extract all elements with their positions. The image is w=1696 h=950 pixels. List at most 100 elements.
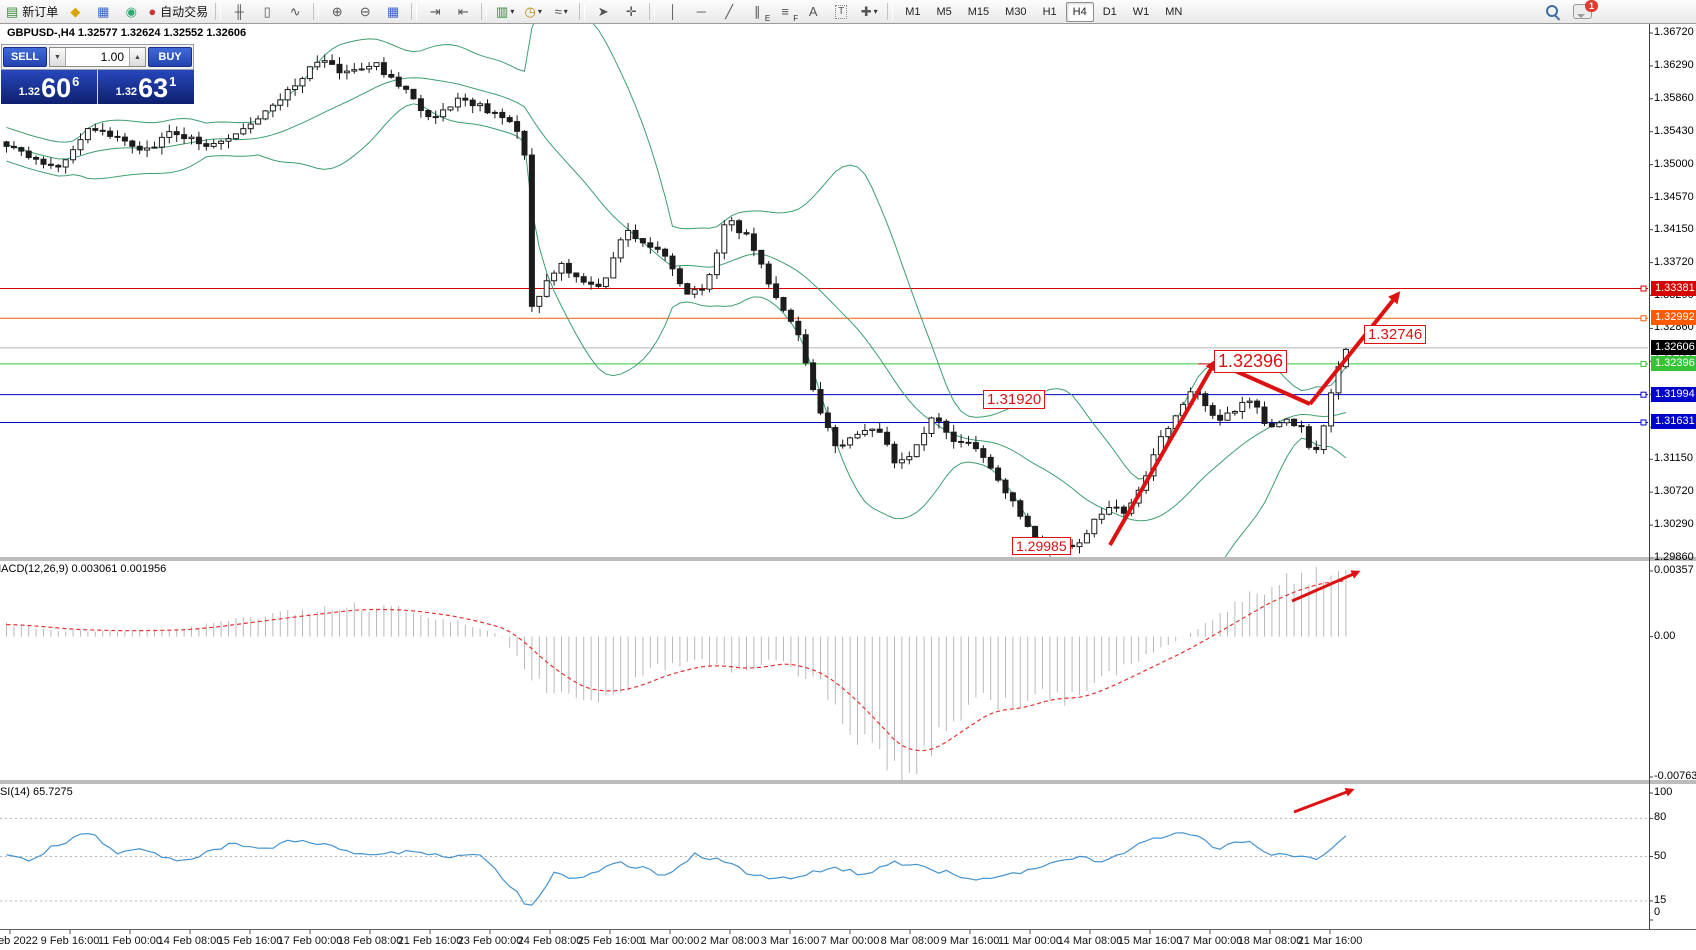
macd-tick-label: 0.00357 (1654, 564, 1694, 576)
horizontal-line-button[interactable]: ─ (687, 1, 715, 23)
timeframe-m5[interactable]: M5 (936, 5, 952, 18)
fibonacci-button[interactable]: ≡ F (771, 1, 799, 23)
timeframe-m30[interactable]: M30 (1005, 5, 1027, 18)
toolbar-buttons: ▤ 新订单 ◆ ▦ ◉ ● 自动交易 ╫ ▯ ∿ ⊕ ⊖ ▦ ⇥ ⇤ ▥ ▾ ◷ ▾ ≈ ▾ ➤ ✛ │ ─ ╱ ∥ E ≡ F A T ✚ ▾ M… (3, 0, 1190, 23)
line-chart-button[interactable]: ∿ (281, 1, 309, 23)
chevron-down-icon: ▾ (510, 7, 515, 16)
timeframe-w1[interactable]: W1 (1132, 5, 1150, 18)
profiles-button[interactable]: ◷ ▾ (519, 1, 547, 23)
toolbar-separator (579, 3, 586, 20)
text-label-button[interactable]: T (827, 1, 855, 23)
auto-scroll-button[interactable]: ⇥ (421, 1, 449, 23)
volume-decrease-button[interactable]: ▼ (50, 48, 66, 66)
fibonacci-glyph: ≡ (781, 3, 789, 19)
candlestick-chart-glyph: ▯ (263, 3, 271, 19)
price-tick-label: 1.36290 (1654, 58, 1694, 71)
signals-icon-glyph: ◉ (125, 3, 137, 19)
auto-scroll-glyph: ⇥ (429, 3, 441, 19)
chart-shift-glyph: ⇤ (457, 3, 469, 19)
timeframe-h4[interactable]: H4 (1065, 1, 1094, 22)
price-divider (97, 70, 98, 104)
price-tick-label: 1.36720 (1654, 26, 1694, 38)
chart-shift-button[interactable]: ⇤ (449, 1, 477, 23)
buy-price[interactable]: 1.32 63 1 (115, 73, 177, 103)
rsi-tick-label: 0 (1654, 906, 1661, 918)
market-watch-icon[interactable]: ▦ (89, 1, 117, 23)
volume-increase-button[interactable]: ▲ (129, 48, 145, 66)
zoom-out-glyph: ⊖ (359, 3, 371, 19)
cursor-button[interactable]: ➤ (589, 1, 617, 23)
text-button[interactable]: A (799, 1, 827, 23)
arrows-button[interactable]: ✚ ▾ (855, 1, 883, 23)
new-chart-button[interactable]: ▥ ▾ (491, 1, 519, 23)
time-label: 21 Feb 16:00 (397, 935, 463, 947)
tile-windows-button[interactable]: ▦ (379, 1, 407, 23)
quick-trade-icon[interactable]: ◆ (61, 1, 89, 23)
sell-button[interactable]: SELL (3, 47, 47, 67)
auto-trading-glyph: ● (148, 3, 157, 19)
vertical-line-glyph: │ (669, 3, 678, 19)
time-label: 24 Feb 08:00 (517, 935, 583, 947)
time-label: 8 Feb 2022 (0, 935, 38, 947)
indicators-button[interactable]: ≈ ▾ (547, 1, 575, 23)
macd-label: MACD(12,26,9) 0.003061 0.001956 (0, 563, 167, 575)
signals-icon[interactable]: ◉ (117, 1, 145, 23)
chevron-down-icon: ▾ (563, 7, 568, 16)
toolbar-separator (481, 3, 488, 20)
volume-input[interactable]: 1.00 (100, 50, 124, 64)
indicators-glyph: ≈ (554, 3, 562, 19)
new-order-button[interactable]: ▤ 新订单 (3, 1, 61, 23)
annotation-1.32746[interactable]: 1.32746 (1364, 325, 1427, 344)
auto-trading-button-label: 自动交易 (160, 5, 209, 19)
chevron-down-icon: ▾ (537, 7, 542, 16)
auto-trading-button[interactable]: ● 自动交易 (145, 1, 211, 23)
annotation-1.32396[interactable]: 1.32396 (1214, 350, 1288, 373)
equidistant-channel-button[interactable]: ∥ E (743, 1, 771, 23)
search-icon[interactable] (1545, 4, 1561, 20)
main-toolbar: ▤ 新订单 ◆ ▦ ◉ ● 自动交易 ╫ ▯ ∿ ⊕ ⊖ ▦ ⇥ ⇤ ▥ ▾ ◷ ▾ ≈ ▾ ➤ ✛ │ ─ ╱ ∥ E ≡ F A T ✚ ▾ M… (0, 0, 1696, 24)
magnifier-glyph (1546, 4, 1558, 17)
toolbar-separator (313, 3, 320, 20)
time-label: 17 Feb 00:00 (277, 935, 343, 947)
vertical-line-button[interactable]: │ (659, 1, 687, 23)
price-tick-label: 1.30720 (1654, 485, 1694, 498)
time-label: 9 Mar 16:00 (940, 935, 1000, 947)
chat-icon[interactable]: 1 (1573, 0, 1598, 19)
candlestick-chart-button[interactable]: ▯ (253, 1, 281, 23)
price-tag-1.32396: 1.32396 (1651, 355, 1696, 371)
trendline-button[interactable]: ╱ (715, 1, 743, 23)
new-order-glyph: ▤ (6, 3, 19, 19)
crosshair-button[interactable]: ✛ (617, 1, 645, 23)
timeframe-m15[interactable]: M15 (967, 5, 990, 18)
timeframe-mn[interactable]: MN (1165, 5, 1183, 18)
chevron-down-icon: ▾ (873, 7, 878, 16)
time-label: 17 Mar 00:00 (1177, 935, 1243, 947)
rsi-label: RSI(14) 65.7275 (0, 786, 73, 798)
zoom-in-button[interactable]: ⊕ (323, 1, 351, 23)
zoom-in-glyph: ⊕ (331, 3, 343, 19)
arrows-glyph: ✚ (860, 3, 872, 19)
line-chart-glyph: ∿ (289, 3, 301, 19)
time-label: 18 Feb 08:00 (337, 935, 403, 947)
rsi-tick-label: 50 (1654, 849, 1667, 862)
timeframe-m1[interactable]: M1 (905, 5, 921, 18)
sell-price[interactable]: 1.32 60 6 (18, 73, 80, 103)
annotation-1.31920[interactable]: 1.31920 (983, 390, 1046, 409)
buy-button[interactable]: BUY (148, 47, 192, 67)
annotation-1.29985[interactable]: 1.29985 (1012, 537, 1071, 555)
sub-letter: E (764, 13, 771, 23)
price-tick-label: 1.35860 (1654, 91, 1694, 104)
time-label: 15 Mar 16:00 (1117, 935, 1183, 947)
text-label-glyph: T (835, 4, 848, 19)
timeframe-d1[interactable]: D1 (1102, 5, 1117, 18)
price-tag-1.31631: 1.31631 (1651, 414, 1696, 430)
time-label: 25 Feb 16:00 (577, 935, 643, 947)
price-tick-label: 1.34150 (1654, 222, 1694, 235)
one-click-trading-panel: SELL ▼ 1.00 ▲ BUY 1.32 60 6 1.32 63 1 (1, 44, 194, 104)
time-label: 9 Feb 16:00 (40, 935, 100, 947)
bar-chart-button[interactable]: ╫ (225, 1, 253, 23)
timeframe-h1[interactable]: H1 (1042, 5, 1057, 18)
time-label: 14 Feb 08:00 (157, 935, 223, 947)
zoom-out-button[interactable]: ⊖ (351, 1, 379, 23)
